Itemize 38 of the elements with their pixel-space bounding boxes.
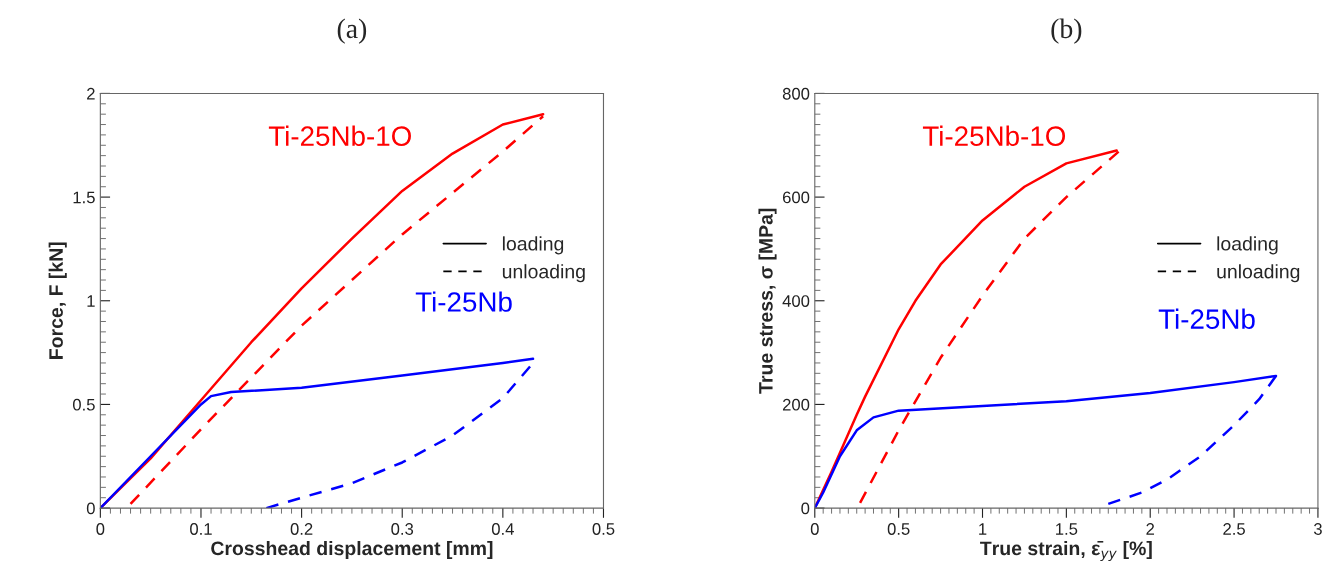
- x-tick-label: 3: [1313, 523, 1322, 535]
- y-tick-label: 400: [782, 295, 810, 307]
- x-tick-label: 0.5: [592, 523, 615, 535]
- annotation: unloading: [1217, 264, 1300, 283]
- series-label: Ti-25Nb-1O: [268, 125, 411, 146]
- x-tick-label: 0.4: [491, 523, 514, 535]
- y-tick-label: 1.5: [73, 191, 95, 204]
- annotation: unloading: [502, 264, 585, 283]
- y-tick-label: 200: [782, 398, 810, 411]
- y-tick-label: 0: [801, 502, 810, 515]
- y-tick-label: 2: [87, 87, 95, 100]
- chart-title: (b): [1051, 18, 1082, 44]
- x-tick-label: 0.1: [190, 523, 212, 535]
- x-axis-title: True strain, ε̄$_{yy}$ [%]: [980, 540, 1152, 562]
- x-axis-title: Crosshead displacement [mm]: [211, 540, 493, 560]
- series-label: Ti-25Nb-1O: [922, 125, 1066, 146]
- annotation: loading: [502, 236, 564, 255]
- series-label: Ti-25Nb: [1158, 308, 1255, 329]
- y-tick-label: 800: [782, 87, 810, 100]
- y-tick-label: 1: [87, 295, 95, 307]
- x-tick-label: 1: [979, 523, 987, 535]
- x-tick-label: 0.3: [391, 523, 414, 535]
- x-tick-label: 0.5: [887, 523, 910, 535]
- y-axis-title: True stress, σ [MPa]: [758, 208, 777, 394]
- y-axis-title: Force, F [kN]: [48, 242, 67, 359]
- chart-title: (a): [337, 18, 367, 44]
- x-tick-label: 0: [810, 523, 819, 535]
- x-tick-label: 0: [96, 523, 105, 535]
- y-tick-label: 600: [782, 191, 810, 204]
- series-label: Ti-25Nb: [415, 291, 512, 312]
- x-tick-label: 2: [1146, 523, 1155, 535]
- x-tick-label: 1.5: [1056, 523, 1078, 535]
- x-tick-label: 0.2: [290, 523, 313, 535]
- y-tick-label: 0.5: [72, 398, 95, 411]
- y-tick-label: 0: [86, 502, 95, 515]
- line-series: [100, 357, 535, 509]
- annotation: loading: [1217, 236, 1278, 255]
- x-tick-label: 2.5: [1223, 523, 1245, 535]
